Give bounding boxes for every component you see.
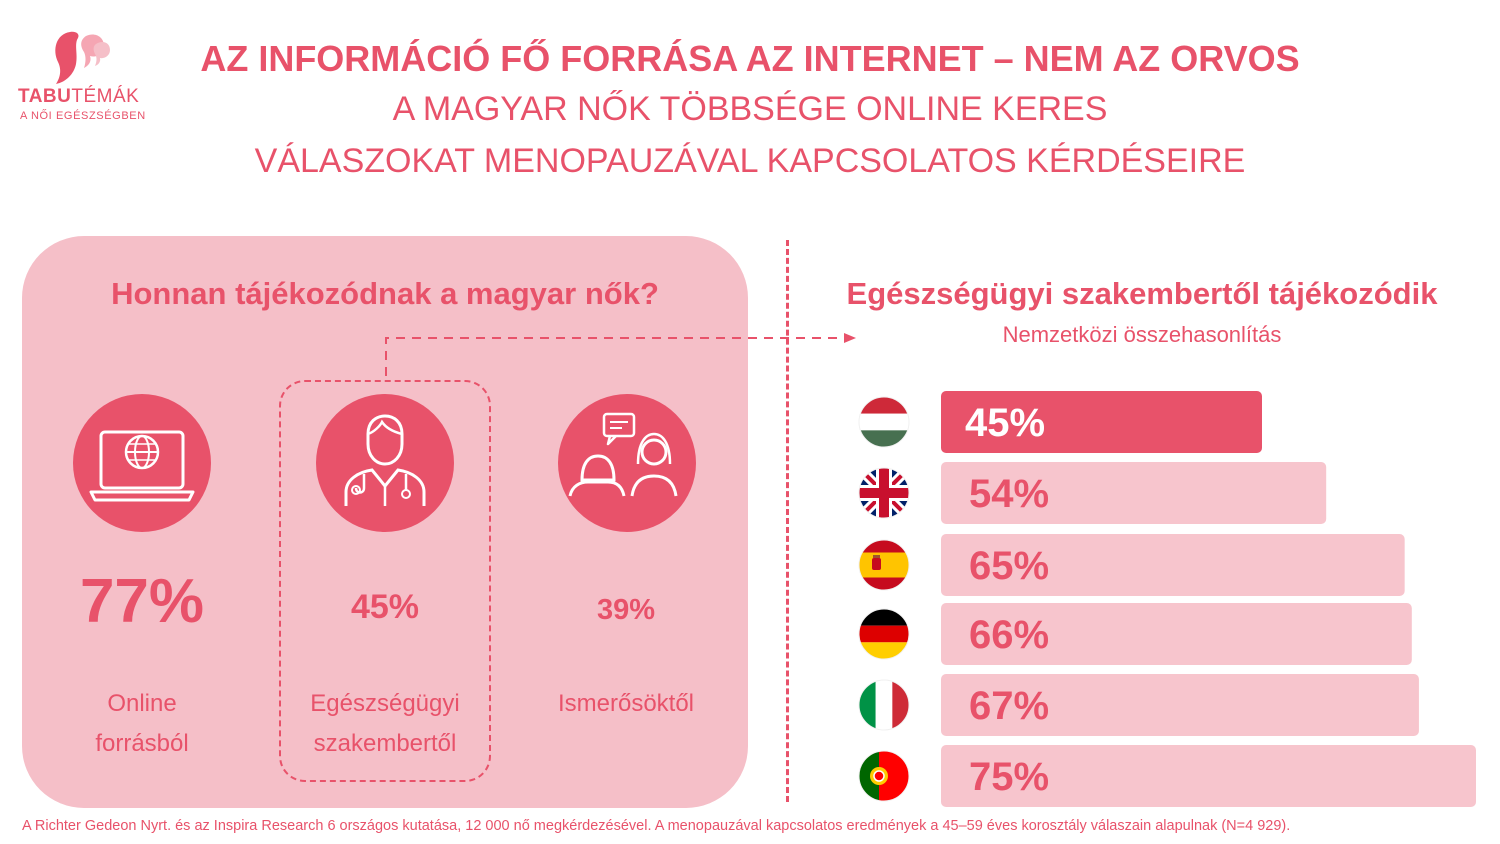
online-source-percent: 77% <box>79 567 205 636</box>
conversation-icon <box>568 412 678 497</box>
logo-brand-bold: TABU <box>18 86 72 107</box>
germany-flag-icon <box>859 609 909 659</box>
bar-uk <box>941 462 1327 524</box>
online-source-label-line2: forrásból <box>95 730 189 757</box>
logo-brand-light: TÉMÁK <box>71 86 140 107</box>
friends-source-label-line1: Ismerősöktől <box>557 690 695 717</box>
logo-brand: TABUTÉMÁK <box>18 86 139 108</box>
online-source-label-line1: Online <box>107 690 177 717</box>
friends-source-percent: 39% <box>596 594 656 626</box>
logo-tagline: A NŐI EGÉSZSÉGBEN <box>20 110 146 122</box>
bar-spain <box>941 534 1405 596</box>
page-subtitle-line1: A MAGYAR NŐK TÖBBSÉGE ONLINE KERES <box>392 90 1108 128</box>
portugal-flag-icon <box>859 751 909 801</box>
highlight-dashed-box <box>279 380 491 782</box>
uk-flag-icon <box>859 468 909 518</box>
comparison-subheading: Nemzetközi összehasonlítás <box>1002 322 1282 347</box>
bar-value-label: 75% <box>969 755 1049 799</box>
connector-arrow-icon <box>385 333 856 376</box>
vertical-divider <box>786 240 789 802</box>
bar-portugal <box>941 745 1476 807</box>
laptop-globe-icon <box>89 430 195 502</box>
bar-germany <box>941 603 1412 665</box>
online-source-label: Online forrásból <box>52 684 232 764</box>
spain-flag-icon <box>859 540 909 590</box>
doctor-source-circle <box>316 394 454 532</box>
doctor-icon <box>344 414 426 506</box>
doctor-source-label-line2: szakembertől <box>313 730 457 757</box>
doctor-source-label: Egészségügyi szakembertől <box>272 684 498 764</box>
bar-value-label: 67% <box>969 684 1049 728</box>
bar-value-label: 54% <box>969 472 1049 516</box>
bar-value-label: 65% <box>969 544 1049 588</box>
footnote: A Richter Gedeon Nyrt. és az Inspira Res… <box>22 818 1291 834</box>
doctor-source-label-line1: Egészségügyi <box>310 690 460 717</box>
online-source-circle <box>73 394 211 532</box>
friends-source-label: Ismerősöktől <box>506 684 746 724</box>
sources-heading: Honnan tájékozódnak a magyar nők? <box>111 276 659 311</box>
friends-source-circle <box>558 394 696 532</box>
bar-value-label: 66% <box>969 613 1049 657</box>
bar-value-label: 45% <box>965 401 1045 445</box>
page-subtitle-line2: VÁLASZOKAT MENOPAUZÁVAL KAPCSOLATOS KÉRD… <box>254 142 1246 180</box>
doctor-source-percent: 45% <box>350 588 420 626</box>
logo-face-icon <box>55 31 110 85</box>
italy-flag-icon <box>859 680 909 730</box>
comparison-heading: Egészségügyi szakembertől tájékozódik <box>846 276 1438 311</box>
bar-hungary <box>941 391 1262 453</box>
hungary-flag-icon <box>859 397 909 447</box>
page-title: AZ INFORMÁCIÓ FŐ FORRÁSA AZ INTERNET – N… <box>200 38 1300 79</box>
bar-italy <box>941 674 1419 736</box>
logo: TABUTÉMÁK A NŐI EGÉSZSÉGBEN <box>18 28 158 128</box>
